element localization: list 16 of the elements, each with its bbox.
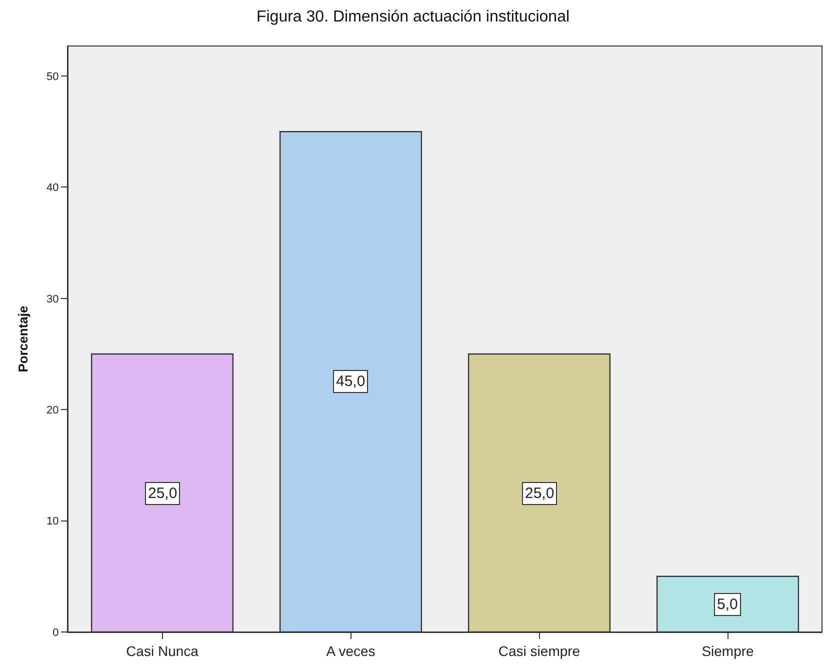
y-axis-title: Porcentaje (16, 306, 30, 372)
y-tick-label: 0 (52, 626, 59, 639)
data-label: 45,0 (336, 373, 366, 390)
x-tick-label: Casi siempre (498, 642, 580, 659)
x-tick-label: A veces (326, 642, 376, 659)
y-tick-label: 10 (46, 516, 59, 528)
data-label: 5,0 (717, 596, 738, 613)
y-tick-label: 40 (46, 182, 59, 194)
y-tick-label: 50 (46, 70, 59, 83)
y-tick-label: 30 (46, 293, 59, 306)
data-label: 25,0 (525, 485, 554, 502)
y-tick-label: 20 (46, 404, 59, 416)
chart-title: Figura 30. Dimensión actuación institucional (256, 8, 570, 26)
x-tick-label: Casi Nunca (126, 642, 199, 659)
x-tick-label: Siempre (702, 642, 754, 659)
data-label: 25,0 (148, 485, 178, 502)
